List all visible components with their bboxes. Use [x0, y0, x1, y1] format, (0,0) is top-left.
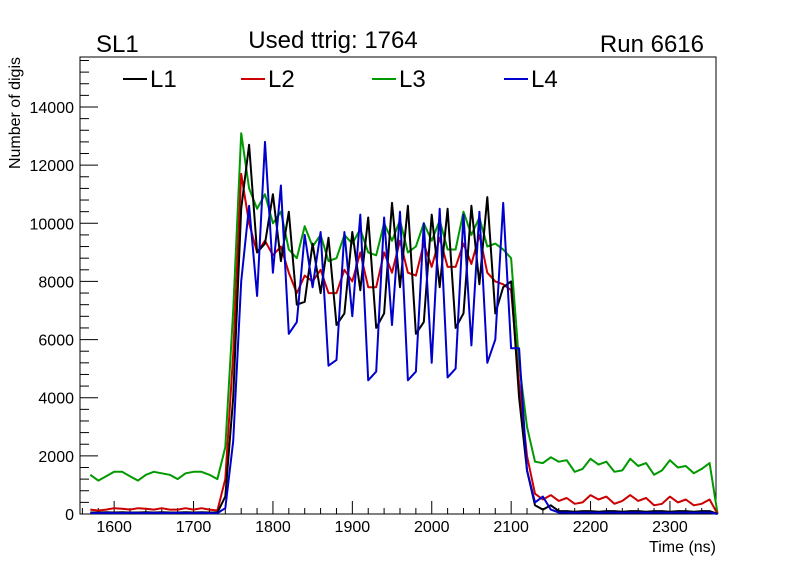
title-left: SL1	[96, 31, 139, 58]
axis-ticks: 1600 1700 1800 1900 2000 2100 2200 2300 0 2000 400…	[30, 59, 703, 536]
y-axis-label: Number of digis	[7, 57, 24, 169]
x-tick-label: 2000	[414, 519, 450, 536]
x-tick-label: 1600	[96, 519, 132, 536]
plot-frame	[79, 56, 717, 515]
legend-label-l3: L3	[399, 66, 426, 93]
x-tick-label: 1800	[255, 519, 291, 536]
y-tick-label: 6000	[38, 333, 74, 350]
x-tick-label: 2300	[652, 519, 688, 536]
y-tick-label: 10000	[30, 216, 75, 233]
x-tick-label: 1900	[335, 519, 371, 536]
y-tick-label: 12000	[30, 158, 75, 175]
series-lines	[89, 132, 719, 515]
legend-label-l1: L1	[150, 66, 177, 93]
legend-label-l4: L4	[531, 66, 558, 93]
x-tick-label: 2100	[493, 519, 529, 536]
legend-label-l2: L2	[268, 66, 295, 93]
y-tick-label: 14000	[30, 100, 75, 117]
y-tick-label: 8000	[38, 274, 74, 291]
y-tick-label: 2000	[38, 449, 74, 466]
chart-title: Used ttrig: 1764	[248, 27, 417, 54]
legend: L1 L2 L3 L4	[123, 66, 558, 93]
x-tick-label: 1700	[176, 519, 212, 536]
x-tick-label: 2200	[573, 519, 609, 536]
series-line-l4	[90, 140, 718, 515]
y-tick-label: 4000	[38, 391, 74, 408]
x-axis-label: Time (ns)	[649, 539, 716, 556]
title-right: Run 6616	[600, 31, 704, 58]
y-tick-label: 0	[65, 507, 74, 524]
